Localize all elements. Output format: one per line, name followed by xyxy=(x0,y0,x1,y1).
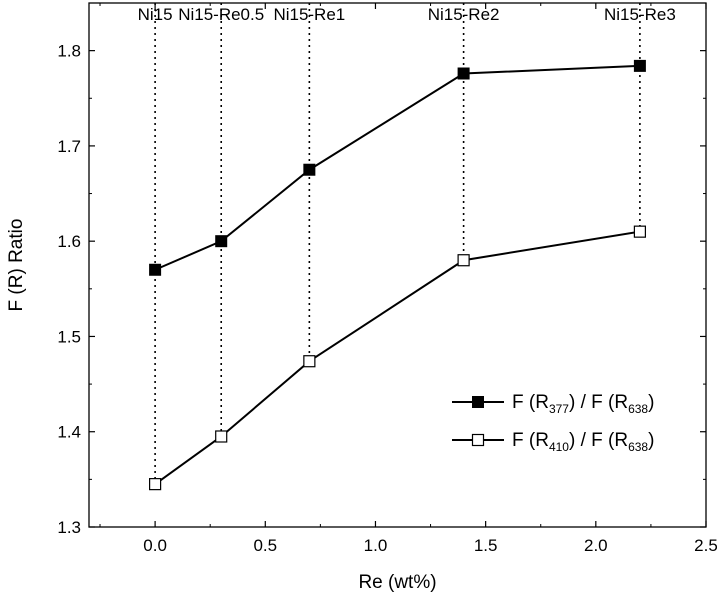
series-2-point xyxy=(149,478,162,491)
series-2-point xyxy=(303,355,316,368)
series-1-point xyxy=(633,59,646,72)
x-tick-label: 1.5 xyxy=(474,536,498,555)
y-tick-label: 1.3 xyxy=(57,518,81,537)
y-tick-label: 1.5 xyxy=(57,327,81,346)
series-2-point xyxy=(633,225,646,238)
sample-label: Ni15-Re2 xyxy=(428,5,500,24)
series-group xyxy=(149,59,646,491)
legend-label-1: F (R377) / F (R638) xyxy=(512,392,654,416)
axis-ticks: 0.0 0.5 1.0 1.5 2.0 2.5 1.3 1.4 1.5 1.6 1.7 1.8 xyxy=(57,2,717,555)
y-tick-label: 1.4 xyxy=(57,423,81,442)
y-axis-label: F (R) Ratio xyxy=(6,219,27,312)
x-axis-label: Re (wt%) xyxy=(358,572,436,593)
legend-marker-1 xyxy=(472,396,484,408)
legend: F (R377) / F (R638) F (R410) / F (R638) xyxy=(452,392,654,454)
y-tick-label: 1.7 xyxy=(57,137,81,156)
series-line-1 xyxy=(154,64,640,271)
series-1-point xyxy=(149,263,162,276)
sample-label: Ni15-Re0.5 xyxy=(178,5,264,24)
legend-label-2: F (R410) / F (R638) xyxy=(512,430,654,454)
y-tick-label: 1.6 xyxy=(57,232,81,251)
legend-entry-1: F (R377) / F (R638) xyxy=(452,392,654,416)
series-1-point xyxy=(457,67,470,80)
series-2-point xyxy=(457,254,470,267)
x-tick-label: 2.0 xyxy=(584,536,608,555)
y-tick-label: 1.8 xyxy=(57,42,81,61)
sample-guide-lines xyxy=(154,3,641,485)
series-1-point xyxy=(303,163,316,176)
legend-marker-2 xyxy=(471,433,485,447)
legend-entry-2: F (R410) / F (R638) xyxy=(452,430,654,454)
sample-label: Ni15-Re3 xyxy=(604,5,676,24)
sample-label: Ni15 xyxy=(138,5,173,24)
series-1-point xyxy=(215,235,228,248)
sample-labels: Ni15 Ni15-Re0.5 Ni15-Re1 Ni15-Re2 Ni15-Re3 xyxy=(138,5,676,24)
series-2-point xyxy=(215,430,228,443)
x-tick-label: 0.5 xyxy=(253,536,277,555)
x-tick-label: 0.0 xyxy=(143,536,167,555)
x-tick-label: 1.0 xyxy=(364,536,388,555)
x-tick-label: 2.5 xyxy=(694,536,717,555)
sample-label: Ni15-Re1 xyxy=(273,5,345,24)
plot-frame xyxy=(88,2,707,528)
